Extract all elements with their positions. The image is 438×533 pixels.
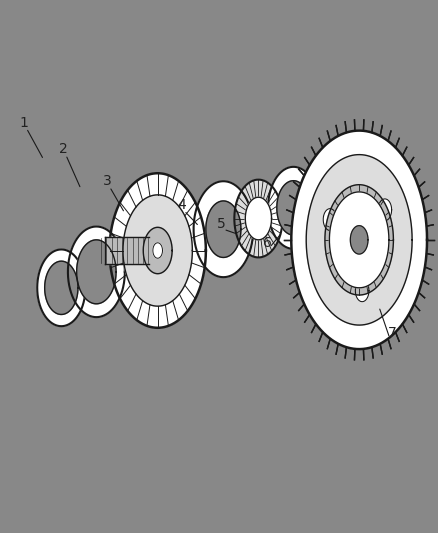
Polygon shape [277,181,310,235]
Polygon shape [234,180,283,257]
Polygon shape [68,227,125,317]
Polygon shape [77,240,116,304]
Polygon shape [37,249,85,326]
Polygon shape [105,237,149,264]
Polygon shape [45,261,78,314]
Text: 3: 3 [103,174,112,188]
Polygon shape [355,280,369,302]
Polygon shape [378,199,392,221]
Polygon shape [329,192,389,288]
Polygon shape [143,228,172,273]
Text: 2: 2 [59,142,68,156]
Text: 1: 1 [20,116,28,130]
Polygon shape [306,155,412,325]
Text: 7: 7 [388,326,396,340]
Polygon shape [268,167,319,249]
Text: 4: 4 [177,198,186,212]
Polygon shape [153,243,162,258]
Text: 5: 5 [217,217,226,231]
Polygon shape [110,173,206,328]
Polygon shape [194,181,253,277]
Polygon shape [291,131,427,349]
Polygon shape [323,208,337,230]
Polygon shape [123,195,192,306]
Polygon shape [245,197,272,240]
Polygon shape [206,201,241,257]
Polygon shape [350,225,368,254]
Polygon shape [325,185,393,295]
Text: 6: 6 [263,236,272,249]
